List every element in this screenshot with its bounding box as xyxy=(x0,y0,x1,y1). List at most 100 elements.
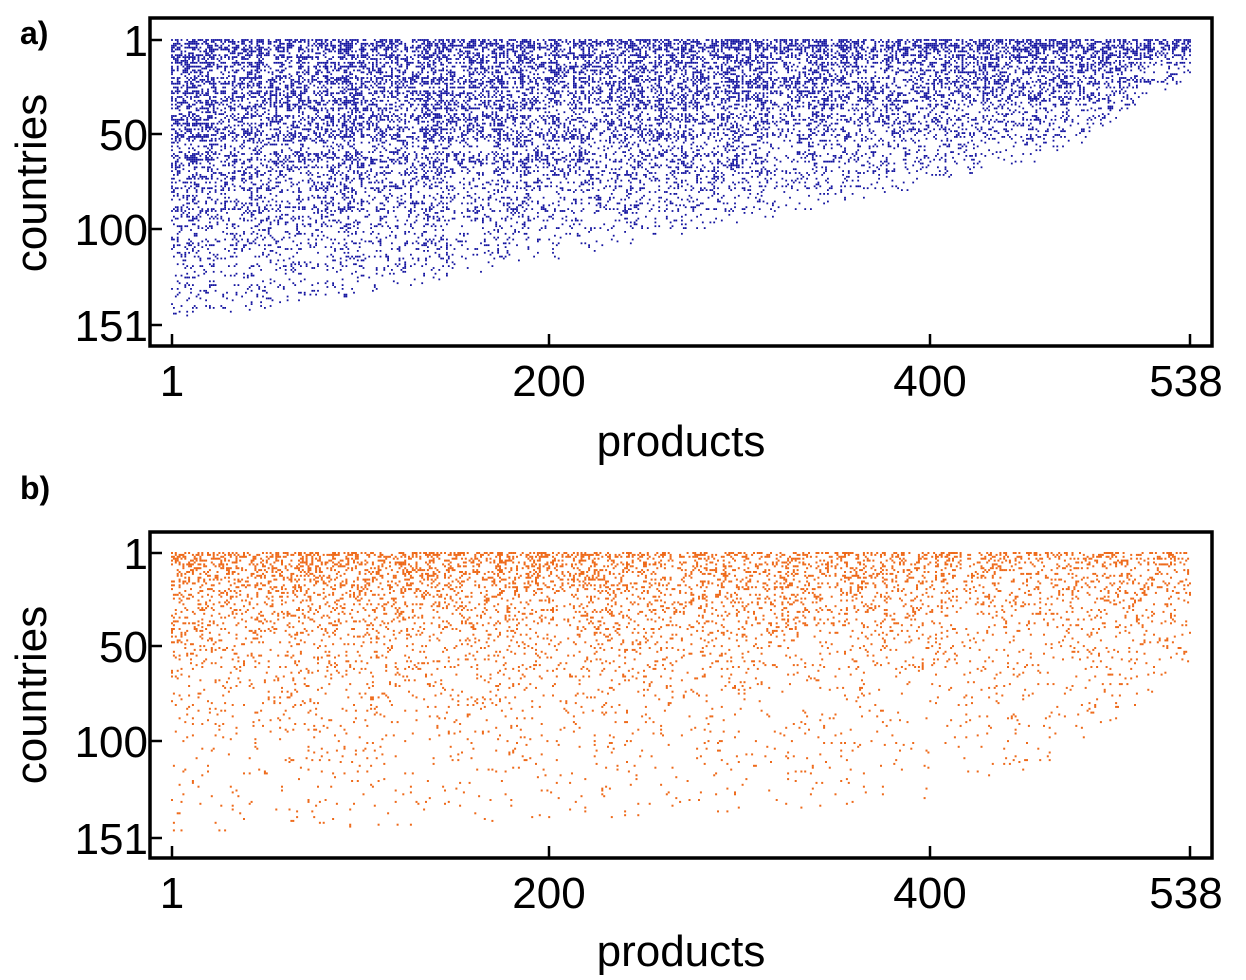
panel-a-point xyxy=(201,81,203,83)
panel-a-point xyxy=(340,56,342,58)
panel-a-point xyxy=(382,39,384,41)
panel-a-point xyxy=(338,242,340,244)
panel-a-point xyxy=(421,130,423,132)
panel-a-point xyxy=(205,43,207,45)
panel-a-point xyxy=(327,130,329,132)
panel-a-point xyxy=(247,52,249,54)
panel-a-point xyxy=(340,117,342,119)
panel-a-point xyxy=(425,260,427,262)
panel-a-point xyxy=(431,104,433,106)
panel-a-point xyxy=(287,102,289,104)
panel-a-point xyxy=(294,136,296,138)
panel-a-point xyxy=(421,39,423,41)
panel-a-point xyxy=(317,102,319,104)
panel-a-point xyxy=(215,102,217,104)
panel-a-point xyxy=(234,128,236,130)
panel-a-point xyxy=(232,56,234,58)
panel-a-point xyxy=(397,92,399,94)
panel-a-point xyxy=(285,115,287,117)
panel-a-point xyxy=(247,113,249,115)
panel-a-point xyxy=(192,265,194,267)
panel-a-point xyxy=(243,172,245,174)
panel-a-point xyxy=(226,98,228,100)
panel-a-point xyxy=(347,45,349,47)
panel-a-point xyxy=(382,109,384,111)
panel-a-point xyxy=(198,256,200,258)
panel-a-point xyxy=(332,134,334,136)
panel-a-point xyxy=(283,49,285,51)
panel-a-point xyxy=(423,54,425,56)
panel-a-point xyxy=(228,96,230,98)
panel-a-point xyxy=(416,81,418,83)
panel-a-point xyxy=(323,134,325,136)
panel-a-point xyxy=(404,100,406,102)
panel-a-point xyxy=(258,256,260,258)
panel-a-point xyxy=(378,127,380,129)
panel-a-point xyxy=(292,41,294,43)
panel-a-point xyxy=(404,87,406,89)
panel-a-point xyxy=(292,104,294,106)
panel-a-point xyxy=(344,115,346,117)
panel-a-point xyxy=(192,54,194,56)
panel-a-point xyxy=(363,134,365,136)
panel-a-point xyxy=(302,159,304,161)
panel-a-point xyxy=(256,170,258,172)
panel-a-point xyxy=(330,239,332,241)
panel-a-point xyxy=(292,121,294,123)
panel-a-point xyxy=(219,54,221,56)
panel-a-point xyxy=(332,39,334,41)
panel-a-point xyxy=(264,54,266,56)
panel-a-point xyxy=(177,244,179,246)
panel-a-point xyxy=(183,100,185,102)
panel-a-point xyxy=(190,56,192,58)
panel-a-point xyxy=(220,218,222,220)
panel-a-point xyxy=(353,102,355,104)
panel-a-point xyxy=(365,45,367,47)
panel-a-point xyxy=(355,87,357,89)
panel-a-point xyxy=(275,92,277,94)
panel-a-point xyxy=(427,43,429,45)
panel-a-point xyxy=(321,225,323,227)
panel-a-point xyxy=(177,263,179,265)
panel-a-point xyxy=(256,100,258,102)
panel-a-point xyxy=(287,47,289,49)
panel-a-point xyxy=(205,100,207,102)
panel-a-point xyxy=(171,185,173,187)
panel-a-point xyxy=(330,51,332,53)
panel-a-point xyxy=(327,117,329,119)
panel-a-point xyxy=(418,237,420,239)
panel-a-point xyxy=(404,263,406,265)
panel-a-point xyxy=(188,138,190,140)
panel-a-point xyxy=(340,108,342,110)
panel-a-point xyxy=(188,208,190,210)
panel-a-point xyxy=(260,104,262,106)
panel-a-point xyxy=(211,168,213,170)
panel-a-point xyxy=(368,68,370,70)
panel-a-point xyxy=(238,284,240,286)
panel-a-point xyxy=(395,225,397,227)
panel-a-point xyxy=(275,109,277,111)
panel-a-point xyxy=(334,62,336,64)
panel-a-point xyxy=(300,96,302,98)
panel-a-point xyxy=(338,62,340,64)
panel-a-point xyxy=(355,256,357,258)
panel-a-point xyxy=(302,39,304,41)
panel-a-point xyxy=(171,45,173,47)
panel-a-point xyxy=(196,41,198,43)
panel-a-point xyxy=(372,58,374,60)
panel-a-point xyxy=(281,66,283,68)
panel-a-point xyxy=(224,165,226,167)
panel-a-point xyxy=(389,193,391,195)
panel-a-point xyxy=(198,185,200,187)
panel-a-point xyxy=(243,115,245,117)
panel-a-point xyxy=(232,89,234,91)
panel-a-point xyxy=(319,117,321,119)
panel-a-point xyxy=(423,218,425,220)
panel-a-point xyxy=(351,113,353,115)
panel-a-point xyxy=(376,174,378,176)
panel-a-point xyxy=(332,267,334,269)
panel-a-point xyxy=(279,204,281,206)
panel-a-point xyxy=(361,43,363,45)
panel-a-point xyxy=(200,140,202,142)
panel-a-point xyxy=(217,132,219,134)
